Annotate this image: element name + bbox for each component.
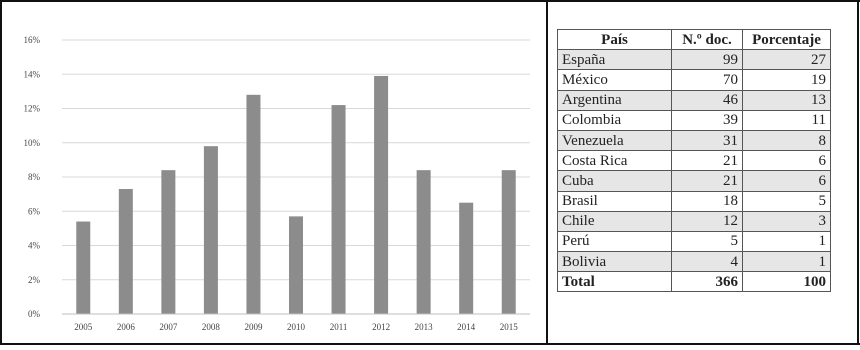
- header-pais: País: [557, 28, 672, 51]
- cell-percent: 27: [742, 49, 831, 71]
- country-table: País N.º doc. Porcentaje España 99 27 Mé…: [557, 28, 831, 293]
- cell-country: Perú: [557, 230, 672, 253]
- x-tick-label: 2015: [500, 322, 519, 332]
- cell-docs: 99: [671, 49, 743, 71]
- table-row: España 99 27: [557, 49, 831, 71]
- bar-2012: [374, 75, 389, 315]
- y-tick-label: 12%: [24, 104, 41, 114]
- table-row: México 70 19: [557, 69, 831, 91]
- x-axis-ticks: 2005 2006 2007 2008 2009 2010 2011 2012 2013 2014…: [74, 322, 518, 332]
- table-row: Brasil 18 5: [557, 190, 831, 212]
- total-percent: 100: [742, 271, 831, 293]
- cell-country: Chile: [557, 210, 672, 232]
- cell-percent: 3: [742, 210, 831, 232]
- y-axis-ticks: 0% 2% 4% 6% 8% 10% 12% 14% 16%: [24, 35, 41, 319]
- cell-percent: 5: [742, 190, 831, 212]
- cell-docs: 21: [671, 170, 743, 192]
- table-row: Colombia 39 11: [557, 109, 831, 131]
- header-porcentaje: Porcentaje: [742, 28, 831, 51]
- cell-country: Colombia: [557, 109, 672, 131]
- table-row: Perú 5 1: [557, 230, 831, 253]
- cell-docs: 12: [671, 210, 743, 232]
- x-tick-label: 2013: [415, 322, 434, 332]
- frame-border-left: [0, 0, 2, 345]
- y-tick-label: 0%: [28, 309, 41, 319]
- cell-percent: 1: [742, 230, 831, 253]
- table-row: Chile 12 3: [557, 210, 831, 232]
- cell-country: Brasil: [557, 190, 672, 212]
- cell-percent: 13: [742, 89, 831, 111]
- bar-2014: [459, 202, 474, 314]
- cell-percent: 11: [742, 109, 831, 131]
- x-tick-label: 2009: [244, 322, 263, 332]
- x-tick-label: 2006: [117, 322, 136, 332]
- cell-docs: 46: [671, 89, 743, 111]
- y-tick-label: 6%: [28, 206, 41, 216]
- table-row: Costa Rica 21 6: [557, 150, 831, 172]
- cell-docs: 5: [671, 230, 743, 253]
- cell-docs: 39: [671, 109, 743, 131]
- header-num-docs: N.º doc.: [671, 28, 743, 51]
- bar-2013: [416, 170, 431, 314]
- frame-divider: [546, 0, 548, 345]
- bar-2005: [76, 221, 91, 314]
- table-total-row: Total 366 100: [557, 271, 831, 293]
- frame-border-top: [0, 0, 860, 2]
- bar-2015: [501, 170, 516, 314]
- cell-percent: 1: [742, 251, 831, 273]
- cell-docs: 31: [671, 129, 743, 152]
- x-tick-label: 2014: [457, 322, 476, 332]
- cell-country: Bolivia: [557, 251, 672, 273]
- chart-bars: [76, 75, 516, 315]
- bar-2011: [331, 105, 346, 314]
- x-tick-label: 2010: [287, 322, 306, 332]
- x-tick-label: 2011: [330, 322, 348, 332]
- cell-country: Costa Rica: [557, 150, 672, 172]
- y-tick-label: 16%: [24, 35, 41, 45]
- table-row: Venezuela 31 8: [557, 129, 831, 152]
- cell-percent: 8: [742, 129, 831, 152]
- y-tick-label: 10%: [24, 138, 41, 148]
- bar-chart: 0%2%4%6%8%10%12%14%16% 2005 2006 2007 2008 2…: [24, 35, 530, 332]
- bar-2009: [246, 94, 261, 314]
- cell-percent: 6: [742, 150, 831, 172]
- cell-docs: 70: [671, 69, 743, 91]
- bar-2008: [203, 146, 218, 314]
- cell-percent: 19: [742, 69, 831, 91]
- x-tick-label: 2008: [202, 322, 221, 332]
- total-label: Total: [557, 271, 672, 293]
- cell-country: Cuba: [557, 170, 672, 192]
- table-header-row: País N.º doc. Porcentaje: [557, 28, 831, 51]
- x-tick-label: 2005: [74, 322, 93, 332]
- x-tick-label: 2012: [372, 322, 390, 332]
- bar-2007: [161, 170, 176, 314]
- cell-country: Argentina: [557, 89, 672, 111]
- cell-docs: 21: [671, 150, 743, 172]
- y-tick-label: 4%: [28, 241, 41, 251]
- cell-docs: 18: [671, 190, 743, 212]
- bar-2006: [118, 188, 133, 314]
- table-row: Cuba 21 6: [557, 170, 831, 192]
- cell-docs: 4: [671, 251, 743, 273]
- cell-percent: 6: [742, 170, 831, 192]
- bar-2010: [289, 216, 303, 314]
- y-tick-label: 2%: [28, 275, 41, 285]
- frame-border-right: [857, 0, 859, 345]
- frame-border-bottom: [0, 343, 860, 345]
- cell-country: Venezuela: [557, 129, 672, 152]
- x-tick-label: 2007: [159, 322, 178, 332]
- y-tick-label: 14%: [24, 69, 41, 79]
- table-row: Bolivia 4 1: [557, 251, 831, 273]
- total-docs: 366: [671, 271, 743, 293]
- table-row: Argentina 46 13: [557, 89, 831, 111]
- cell-country: España: [557, 49, 672, 71]
- cell-country: México: [557, 69, 672, 91]
- y-tick-label: 8%: [28, 172, 41, 182]
